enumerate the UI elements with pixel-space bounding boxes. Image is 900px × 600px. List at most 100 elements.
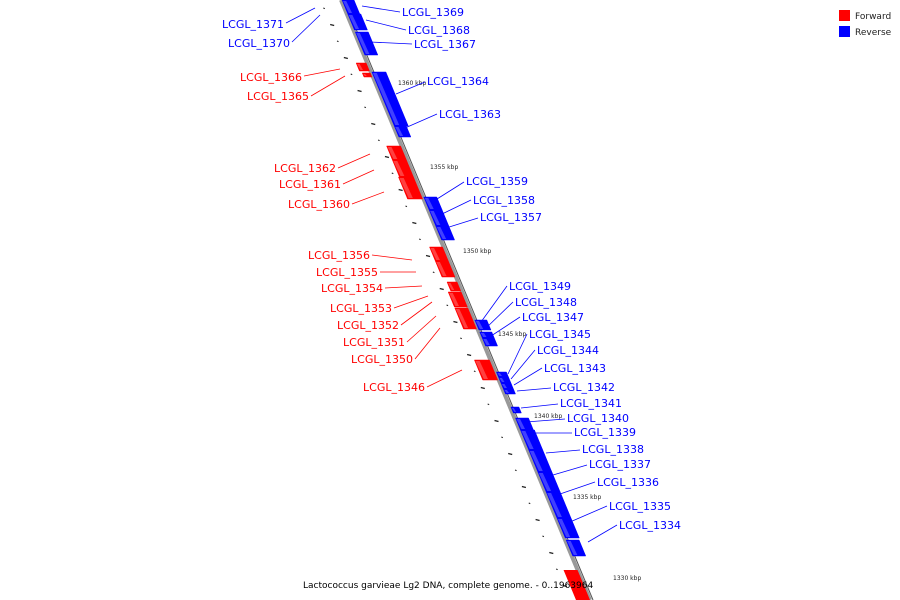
- gene-block-lcgl-1334[interactable]: [565, 539, 587, 557]
- gene-block-lcgl-1347[interactable]: [481, 337, 498, 347]
- scale-tick: [535, 518, 540, 522]
- gene-label-lcgl-1357[interactable]: LCGL_1357: [480, 211, 542, 224]
- leader-lcgl-1364: [395, 81, 426, 95]
- gene-block-lcgl-1365[interactable]: [361, 72, 373, 78]
- gene-label-lcgl-1338[interactable]: LCGL_1338: [582, 443, 644, 456]
- gene-label-lcgl-1371[interactable]: LCGL_1371: [222, 18, 284, 31]
- scale-tick: [549, 551, 554, 555]
- leader-lcgl-1357: [445, 217, 479, 229]
- gene-label-lcgl-1368[interactable]: LCGL_1368: [408, 24, 470, 37]
- gene-label-lcgl-1361[interactable]: LCGL_1361: [279, 178, 341, 191]
- gene-label-lcgl-1348[interactable]: LCGL_1348: [515, 296, 577, 309]
- gene-label-lcgl-1359[interactable]: LCGL_1359: [466, 175, 528, 188]
- gene-block-lcgl-1357[interactable]: [435, 225, 455, 241]
- scale-tick: [323, 7, 326, 10]
- gene-label-lcgl-1351[interactable]: LCGL_1351: [343, 336, 405, 349]
- leader-lcgl-1371: [285, 7, 316, 24]
- gene-label-lcgl-1335[interactable]: LCGL_1335: [609, 500, 671, 513]
- scale-tick: [336, 40, 339, 43]
- gene-block-lcgl-1354[interactable]: [446, 281, 462, 292]
- gene-label-lcgl-1334[interactable]: LCGL_1334: [619, 519, 681, 532]
- gene-label-lcgl-1363[interactable]: LCGL_1363: [439, 108, 501, 121]
- gene-block-highlight: [521, 431, 534, 449]
- legend-forward-swatch: [839, 10, 850, 21]
- gene-label-lcgl-1352[interactable]: LCGL_1352: [337, 319, 399, 332]
- gene-label-lcgl-1350[interactable]: LCGL_1350: [351, 353, 413, 366]
- gene-block-highlight: [567, 541, 578, 555]
- scale-tick: [405, 205, 408, 208]
- scale-tick: [398, 188, 403, 192]
- gene-label-lcgl-1344[interactable]: LCGL_1344: [537, 344, 599, 357]
- gene-label-lcgl-1362[interactable]: LCGL_1362: [274, 162, 336, 175]
- gene-block-lcgl-1364[interactable]: [371, 71, 409, 127]
- scale-tick: [521, 485, 527, 489]
- gene-label-lcgl-1366[interactable]: LCGL_1366: [240, 71, 302, 84]
- scale-tick: [343, 56, 349, 60]
- gene-block-lcgl-1335[interactable]: [556, 517, 580, 539]
- gene-block-lcgl-1367[interactable]: [354, 31, 379, 56]
- gene-block-highlight: [356, 33, 370, 54]
- gene-label-lcgl-1365[interactable]: LCGL_1365: [247, 90, 309, 103]
- gene-block-lcgl-1341[interactable]: [510, 406, 522, 414]
- gene-block-lcgl-1353[interactable]: [447, 291, 468, 308]
- gene-label-lcgl-1349[interactable]: LCGL_1349: [509, 280, 571, 293]
- gene-label-lcgl-1367[interactable]: LCGL_1367: [414, 38, 476, 51]
- gene-label-lcgl-1342[interactable]: LCGL_1342: [553, 381, 615, 394]
- gene-label-lcgl-1347[interactable]: LCGL_1347: [522, 311, 584, 324]
- gene-label-lcgl-1358[interactable]: LCGL_1358: [473, 194, 535, 207]
- gene-label-lcgl-1339[interactable]: LCGL_1339: [574, 426, 636, 439]
- gene-label-lcgl-1356[interactable]: LCGL_1356: [308, 249, 370, 262]
- gene-block-lcgl-1368[interactable]: [347, 13, 368, 31]
- gene-block-highlight: [547, 493, 562, 517]
- leader-lcgl-1366: [303, 68, 341, 77]
- gene-block-lcgl-1346[interactable]: [474, 359, 499, 381]
- gene-label-lcgl-1345[interactable]: LCGL_1345: [529, 328, 591, 341]
- gene-label-lcgl-1353[interactable]: LCGL_1353: [330, 302, 392, 315]
- leader-lcgl-1370: [291, 14, 321, 43]
- gene-label-lcgl-1354[interactable]: LCGL_1354: [321, 282, 383, 295]
- gene-block-lcgl-1366[interactable]: [355, 62, 370, 72]
- leader-lcgl-1346: [426, 369, 463, 388]
- scale-label: 1345 kbp: [498, 331, 526, 338]
- gene-label-lcgl-1369[interactable]: LCGL_1369: [402, 6, 464, 19]
- scale-tick: [555, 568, 558, 571]
- leader-lcgl-1344: [510, 349, 536, 380]
- gene-block-lcgl-1345[interactable]: [496, 371, 509, 378]
- gene-block-lcgl-1355[interactable]: [434, 260, 456, 278]
- gene-block-partial[interactable]: [563, 570, 590, 600]
- gene-label-lcgl-1370[interactable]: LCGL_1370: [228, 37, 290, 50]
- legend-reverse-swatch: [839, 26, 850, 37]
- label-leaders: [285, 5, 618, 543]
- gene-label-lcgl-1340[interactable]: LCGL_1340: [567, 412, 629, 425]
- leader-lcgl-1347: [487, 316, 521, 339]
- gene-label-lcgl-1337[interactable]: LCGL_1337: [589, 458, 651, 471]
- gene-label-lcgl-1360[interactable]: LCGL_1360: [288, 198, 350, 211]
- gene-block-lcgl-1360[interactable]: [398, 176, 423, 200]
- leader-lcgl-1367: [369, 41, 413, 45]
- genome-caption: Lactococcus garvieae Lg2 DNA, complete g…: [303, 581, 593, 591]
- scale-tick: [384, 155, 390, 159]
- scale-label: 1335 kbp: [573, 494, 601, 501]
- gene-label-lcgl-1341[interactable]: LCGL_1341: [560, 397, 622, 410]
- legend-reverse-label: Reverse: [855, 28, 892, 38]
- gene-label-lcgl-1346[interactable]: LCGL_1346: [363, 381, 425, 394]
- gene-block-lcgl-1342[interactable]: [503, 388, 516, 395]
- gene-block-lcgl-1344[interactable]: [498, 376, 512, 384]
- scale-tick: [391, 172, 394, 175]
- gene-label-lcgl-1343[interactable]: LCGL_1343: [544, 362, 606, 375]
- gene-block-lcgl-1352[interactable]: [454, 307, 477, 330]
- gene-label-lcgl-1364[interactable]: LCGL_1364: [427, 75, 489, 88]
- gene-label-lcgl-1336[interactable]: LCGL_1336: [597, 476, 659, 489]
- legend-forward-label: Forward: [855, 12, 891, 22]
- scale-tick: [542, 535, 545, 538]
- gene-block-lcgl-1363[interactable]: [393, 125, 412, 138]
- leader-lcgl-1351: [406, 315, 437, 343]
- scale-labels: 1360 kbp 1355 kbp 1350 kbp 1345 kbp 1340 kbp…: [398, 80, 641, 582]
- leader-lcgl-1368: [365, 19, 407, 31]
- gene-block-lcgl-1343[interactable]: [500, 382, 514, 390]
- scale-tick: [473, 370, 476, 373]
- gene-label-lcgl-1355[interactable]: LCGL_1355: [316, 266, 378, 279]
- leader-lcgl-1359: [436, 181, 465, 200]
- leader-lcgl-1336: [559, 481, 596, 495]
